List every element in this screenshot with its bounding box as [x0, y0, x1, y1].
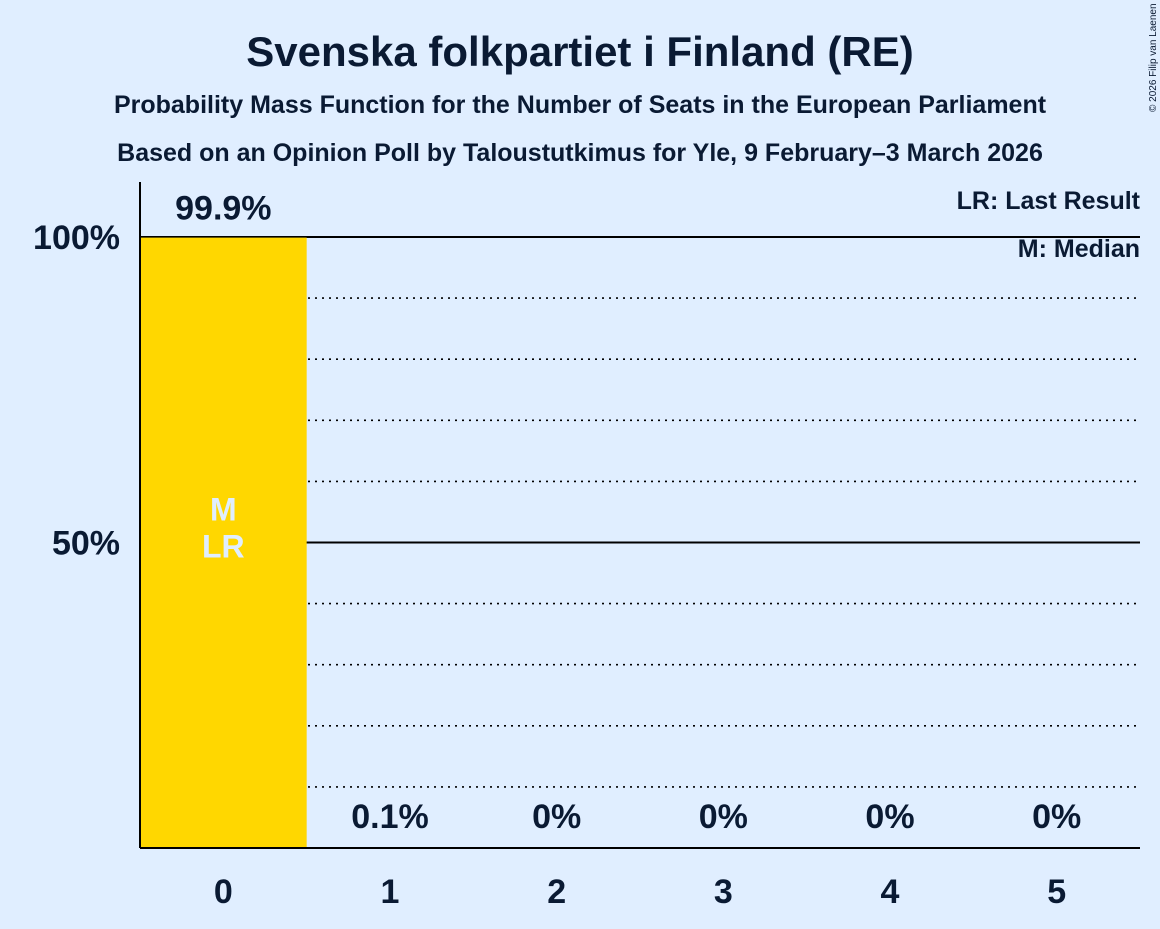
y-tick-label-50: 50% [52, 525, 120, 563]
value-label-1: 0.1% [351, 798, 429, 836]
median-marker: M [210, 492, 237, 528]
x-tick-label-0: 0 [214, 873, 233, 911]
x-tick-label-2: 2 [547, 873, 566, 911]
legend-entry-1: M: Median [1018, 235, 1140, 263]
value-label-5: 0% [1032, 798, 1081, 836]
chart-title: Svenska folkpartiet i Finland (RE) [246, 28, 913, 75]
bar-0 [140, 237, 307, 849]
last-result-marker: LR [202, 529, 245, 565]
value-labels: 99.9% 0.1% 0% 0% 0% 0% MLR [175, 190, 1081, 836]
value-label-0: 99.9% [175, 190, 271, 228]
copyright-notice: © 2026 Filip van Laenen [1148, 3, 1159, 112]
legend-entry-0: LR: Last Result [957, 187, 1141, 215]
value-label-2: 0% [532, 798, 581, 836]
x-tick-label-1: 1 [381, 873, 400, 911]
value-label-4: 0% [865, 798, 914, 836]
axes: 50% 100% 0 1 2 3 4 5 [33, 182, 1140, 911]
grid-lines [140, 236, 1140, 788]
x-tick-label-3: 3 [714, 873, 733, 911]
chart-subtitle-line-2: Based on an Opinion Poll by Taloustutkim… [117, 139, 1043, 167]
x-tick-label-4: 4 [881, 873, 900, 911]
legend: LR: Last Result M: Median [957, 187, 1141, 263]
x-tick-label-5: 5 [1047, 873, 1066, 911]
bars [140, 237, 474, 849]
y-tick-label-100: 100% [33, 219, 120, 257]
value-label-3: 0% [699, 798, 748, 836]
chart-subtitle-line-1: Probability Mass Function for the Number… [114, 91, 1047, 119]
